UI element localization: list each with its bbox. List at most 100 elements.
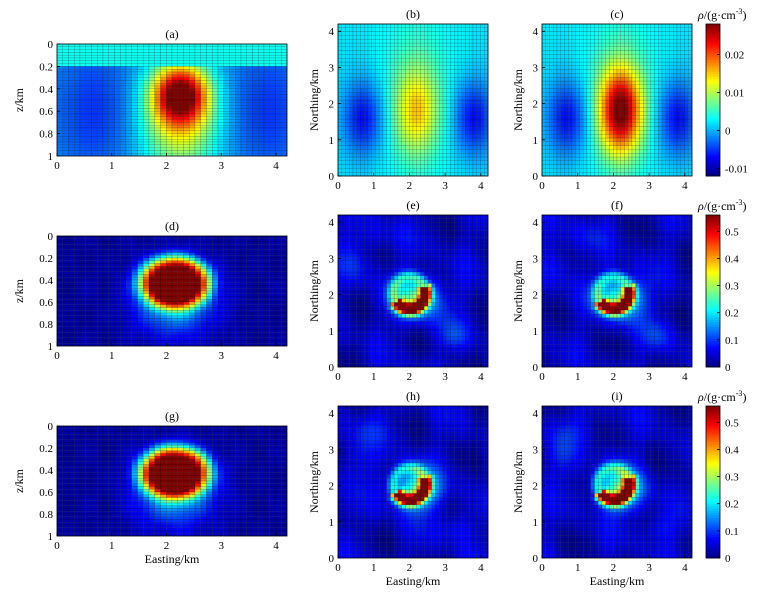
heatmap-cell [62, 288, 69, 292]
heatmap-cells-c [541, 23, 693, 177]
heatmap-cell [114, 80, 121, 84]
heatmap-cell [91, 55, 98, 59]
heatmap-cell [382, 46, 387, 51]
heatmap-cell [586, 92, 591, 97]
heatmap-cell [556, 54, 561, 59]
heatmap-cell [114, 111, 121, 115]
heatmap-cell [560, 88, 565, 93]
heatmap-cell [367, 115, 372, 120]
heatmap-cell [545, 77, 550, 82]
heatmap-cell [545, 50, 550, 55]
heatmap-cell [171, 147, 178, 151]
heatmap-cell [160, 52, 167, 56]
heatmap-cell [85, 111, 92, 115]
heatmap-cell [556, 99, 561, 104]
heatmap-cell [416, 31, 421, 36]
heatmap-cell [349, 149, 354, 154]
heatmap-cell [235, 85, 242, 89]
heatmap-cell [598, 122, 603, 127]
heatmap-cell [628, 61, 633, 66]
heatmap-cell [556, 77, 561, 82]
heatmap-cell [669, 103, 674, 108]
heatmap-cell [646, 99, 651, 104]
heatmap-cell [631, 84, 636, 89]
heatmap-cell [246, 57, 253, 61]
heatmap-cell [583, 92, 588, 97]
heatmap-cell [206, 91, 213, 95]
heatmap-cell [352, 156, 357, 161]
heatmap-cell [131, 111, 138, 115]
heatmap-cell [613, 103, 618, 108]
heatmap-cell [79, 125, 86, 129]
heatmap-cell [183, 69, 190, 73]
heatmap-cell [594, 134, 599, 139]
heatmap-cell [143, 144, 150, 148]
heatmap-cell [189, 122, 196, 126]
heatmap-cell [605, 50, 610, 55]
heatmap-cell [189, 91, 196, 95]
heatmap-cell [461, 115, 466, 120]
heatmap-cell [669, 118, 674, 123]
heatmap-cell [62, 343, 69, 347]
heatmap-cell [143, 55, 150, 59]
heatmap-cell [549, 134, 554, 139]
heatmap-cell [246, 77, 253, 81]
heatmap-cell [601, 134, 606, 139]
heatmap-cell [575, 58, 580, 63]
heatmap-cell [79, 57, 86, 61]
heatmap-cell [601, 61, 606, 66]
heatmap-cell [275, 105, 282, 109]
heatmap-cell [401, 23, 406, 28]
heatmap-cell [579, 141, 584, 146]
heatmap-cell [631, 31, 636, 36]
heatmap-cell [367, 39, 372, 44]
heatmap-cell [217, 71, 224, 75]
heatmap-cell [263, 63, 270, 67]
heatmap-cell [601, 126, 606, 131]
heatmap-cell [62, 249, 69, 253]
heatmap-cell [337, 46, 342, 51]
heatmap-cell [143, 94, 150, 98]
heatmap-cell [275, 66, 282, 70]
heatmap-cell [427, 107, 432, 112]
heatmap-cell [102, 57, 109, 61]
heatmap-cell [616, 54, 621, 59]
heatmap-cell [583, 160, 588, 165]
heatmap-cell [68, 293, 75, 297]
heatmap-cell [688, 61, 693, 66]
heatmap-cell [665, 39, 670, 44]
heatmap-cell [420, 35, 425, 40]
heatmap-cell [258, 127, 265, 131]
heatmap-cell [235, 111, 242, 115]
heatmap-cell [631, 42, 636, 47]
heatmap-cell [549, 73, 554, 78]
heatmap-cell [229, 77, 236, 81]
heatmap-cell [635, 149, 640, 154]
heatmap-cell [476, 156, 481, 161]
heatmap-cell [85, 66, 92, 70]
heatmap-cell [390, 118, 395, 123]
heatmap-cell [658, 107, 663, 112]
heatmap-cell [97, 69, 104, 73]
heatmap-cell [598, 96, 603, 101]
heatmap-cell [217, 105, 224, 109]
heatmap-cell [605, 172, 610, 177]
heatmap-cell [356, 99, 361, 104]
heatmap-cell [442, 126, 447, 131]
heatmap-cell [386, 84, 391, 89]
heatmap-cell [609, 126, 614, 131]
heatmap-cell [189, 133, 196, 137]
heatmap-cell [79, 94, 86, 98]
heatmap-cell [620, 61, 625, 66]
heatmap-cell [68, 77, 75, 81]
heatmap-cell [356, 172, 361, 177]
heatmap-cell [435, 46, 440, 51]
heatmap-cell [143, 127, 150, 131]
heatmap-cell [450, 54, 455, 59]
heatmap-cell [405, 69, 410, 74]
heatmap-cell [171, 52, 178, 56]
heatmap-cell [360, 96, 365, 101]
heatmap-cell [571, 96, 576, 101]
heatmap-cell [435, 65, 440, 70]
heatmap-cell [371, 156, 376, 161]
